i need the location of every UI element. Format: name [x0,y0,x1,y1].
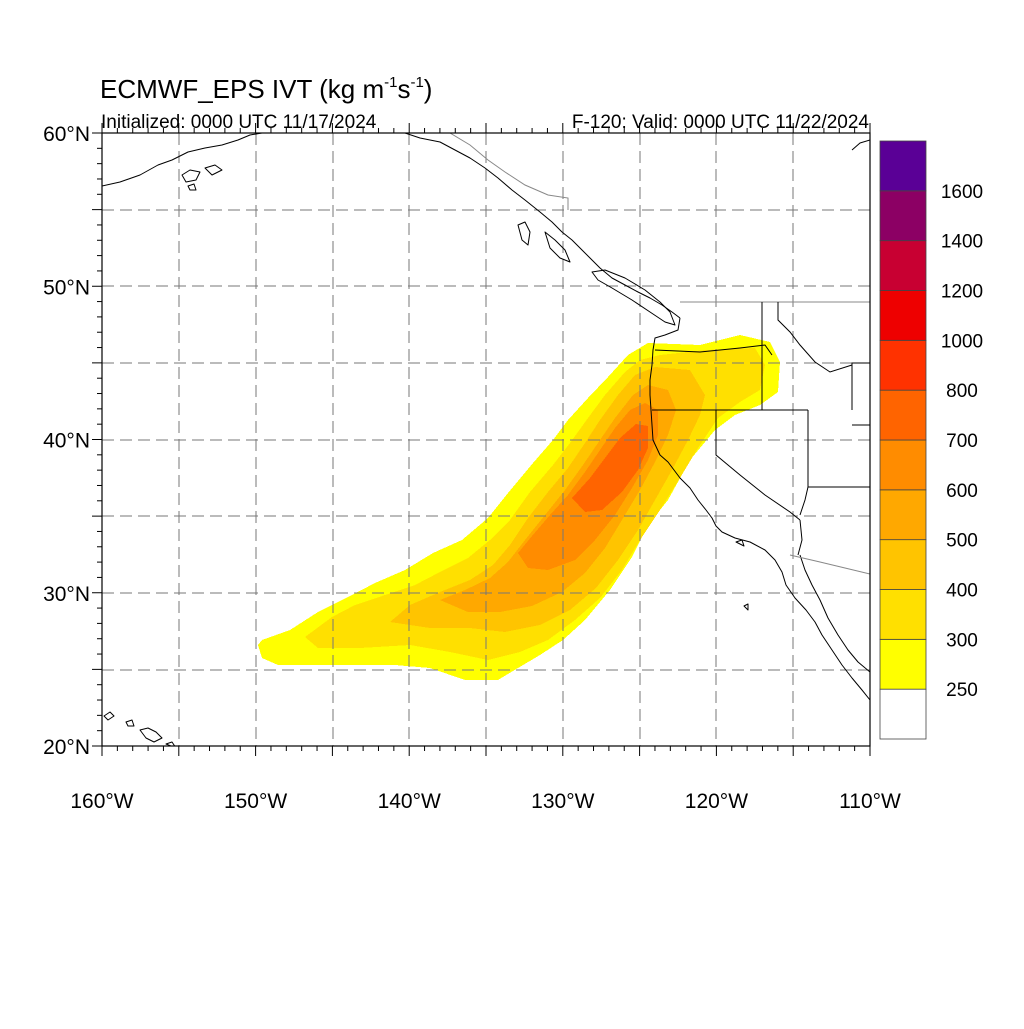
alaska-panhandle [404,133,681,319]
colorbar-swatch [879,290,927,341]
map-area [102,133,870,746]
lon-label: 150°W [224,790,287,813]
us-mexico-border [789,554,870,575]
canada-alaska-border [449,133,569,210]
figure-title: ECMWF_EPS IVT (kg m-1s-1) [100,74,432,104]
colorbar-label: 1200 [941,282,983,303]
ca-nv-border [715,410,801,521]
us-west-coast [649,317,870,701]
ivt-band-700-800 [572,424,648,512]
nv-az-border [799,486,809,516]
colorbar-label: 1000 [941,331,983,352]
lon-label: 140°W [378,790,441,813]
alaska-islands [181,164,223,191]
colorbar-swatch [879,339,927,391]
lon-label: 120°W [685,790,748,813]
colorbar-swatch [879,439,927,491]
colorbar-swatch [879,688,927,740]
hudson-corner [851,139,870,151]
colorbar-label: 300 [946,630,978,651]
valid-time-label: F-120: Valid: 0000 UTC 11/22/2024 [572,112,870,133]
colorbar-swatch [879,240,927,291]
colorbar-swatch [879,539,927,590]
lon-label: 130°W [531,790,594,813]
colorbar: 250 300 400 500 600 700 800 1000 1200 1400 1600 [879,140,983,740]
alaska-coast [102,133,263,187]
colorbar-label: 400 [946,581,978,602]
bc-islands [517,221,676,326]
colorbar-swatch [879,589,927,640]
lat-label: 20°N [43,736,90,759]
lat-label: 30°N [43,583,90,606]
colorbar-swatch [879,389,927,441]
coastlines [102,133,870,746]
colorbar-label: 500 [946,531,978,552]
lon-label: 110°W [839,790,901,813]
colorbar-label: 800 [946,381,978,402]
baja-gulf-coast [799,554,870,673]
lon-label: 160°W [70,790,133,813]
lat-label: 50°N [43,276,90,299]
hawaii-islands [103,711,176,746]
or-wa-border [654,344,773,356]
montana-idaho-border [777,302,853,373]
axis-labels: 20°N 30°N 40°N 50°N 60°N 160°W 150°W 140°W 130°W… [43,123,901,813]
lat-label: 60°N [43,123,90,146]
wy-ut-border [851,362,870,426]
colorbar-swatch [879,140,927,192]
colorbar-swatch [879,489,927,541]
colorbar-label: 1400 [941,232,983,253]
political-borders [449,133,870,575]
lat-label: 40°N [43,430,90,453]
colorbar-label: 250 [946,680,978,701]
initialized-label: Initialized: 0000 UTC 11/17/2024 [101,112,377,133]
colorbar-label: 1600 [941,182,983,203]
colorbar-label: 600 [946,481,978,502]
ivt-shading [258,335,780,680]
colorbar-swatch [879,190,927,242]
channel-islands [735,539,749,611]
axis-ticks [92,123,871,756]
colorbar-label: 700 [946,431,978,452]
colorbar-swatch [879,638,927,690]
az-border [797,519,803,556]
